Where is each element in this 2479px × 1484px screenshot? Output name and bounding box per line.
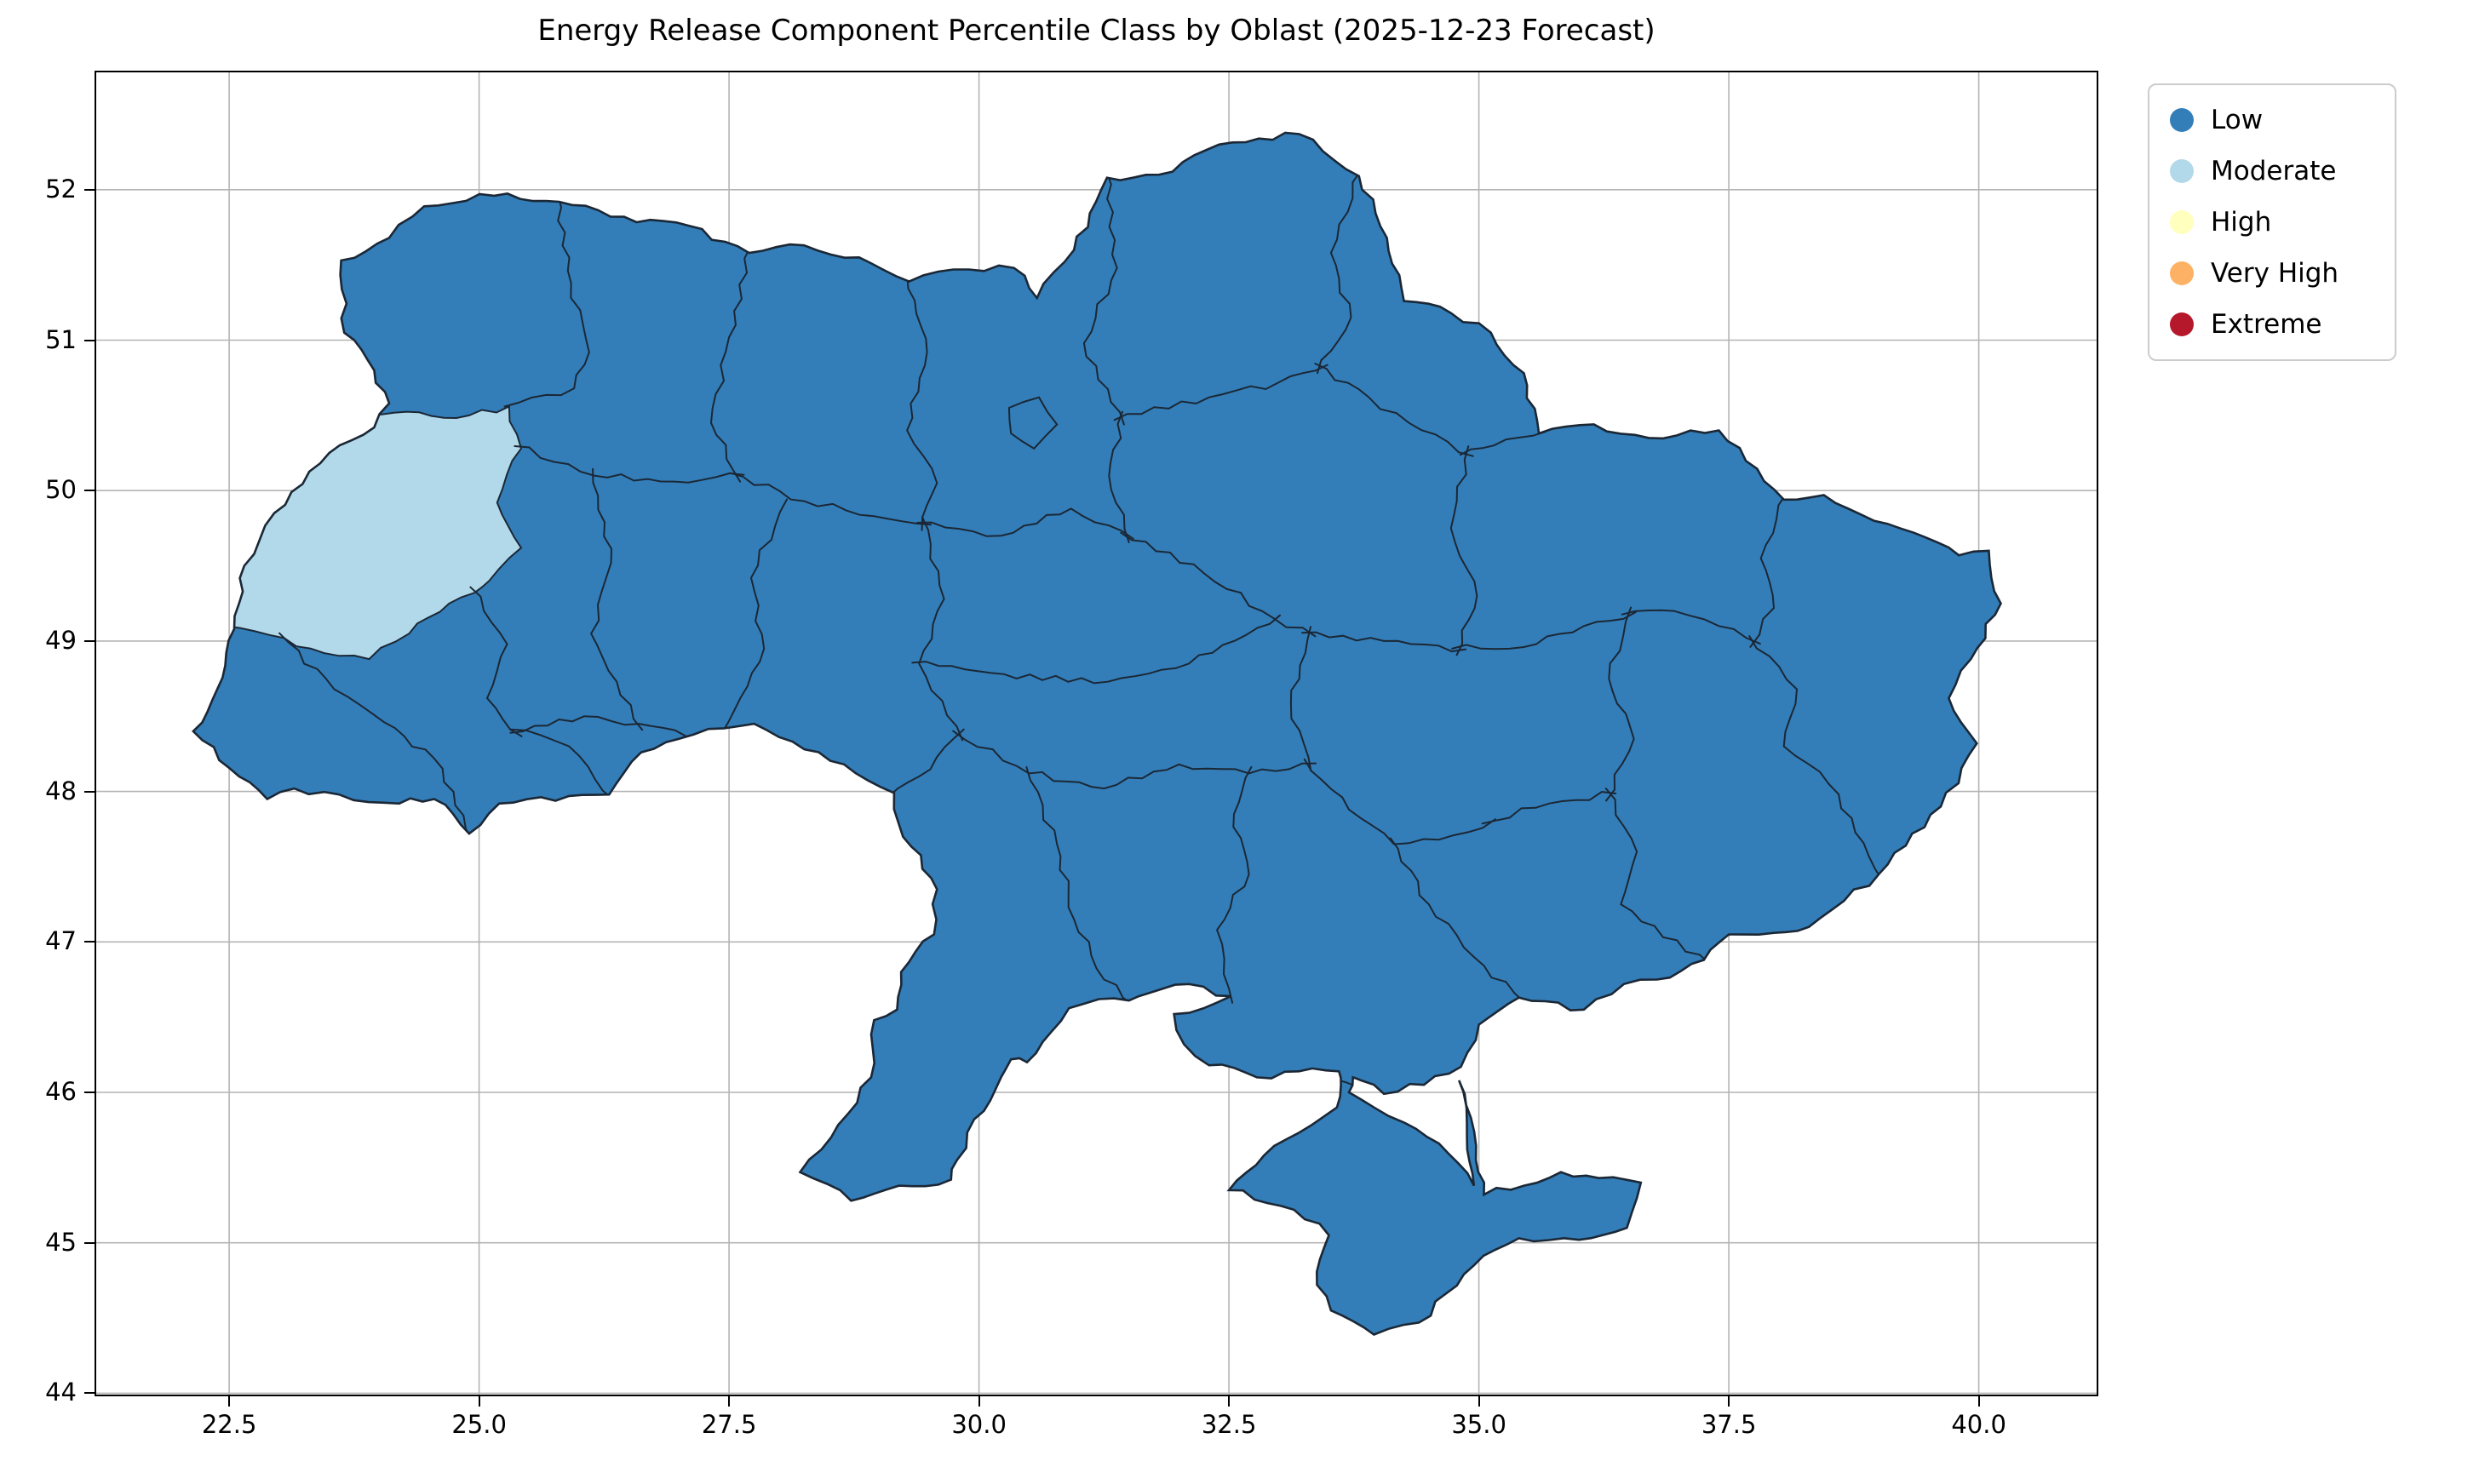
oblast-border (1301, 631, 1467, 653)
x-tick-label: 25.0 (451, 1410, 507, 1439)
oblast-border (918, 516, 964, 742)
oblast-border (1459, 431, 1547, 456)
oblast-border (916, 507, 1134, 540)
oblast-border (1108, 410, 1130, 543)
legend-label-high: High (2211, 207, 2272, 238)
oblast-border (1605, 606, 1635, 802)
y-tick-mark (84, 1241, 95, 1244)
oblast-border (1120, 531, 1317, 638)
plot-area (95, 71, 2098, 1396)
oblast-border (1303, 758, 1496, 845)
x-tick-label: 35.0 (1451, 1410, 1506, 1439)
x-tick-mark (978, 1396, 980, 1407)
y-tick-mark (84, 339, 95, 341)
x-tick-label: 32.5 (1201, 1410, 1257, 1439)
oblast-border (1317, 169, 1363, 375)
oblast-border (1215, 765, 1253, 1004)
y-tick-label: 46 (45, 1077, 77, 1107)
legend-swatch-high (2170, 210, 2194, 234)
legend-label-very-high: Very High (2211, 258, 2339, 289)
x-tick-mark (1977, 1396, 1980, 1407)
oblast-border (589, 467, 644, 731)
legend-swatch-very-high (2170, 261, 2194, 285)
oblast-border (1481, 790, 1617, 825)
legend-item-low: Low (2170, 99, 2374, 141)
oblast-border (1314, 363, 1474, 457)
oblast-border (1289, 626, 1312, 772)
oblast-borders (278, 169, 1884, 1090)
x-tick-label: 40.0 (1951, 1410, 2006, 1439)
y-tick-mark (84, 1092, 95, 1094)
y-tick-mark (84, 490, 95, 492)
y-tick-label: 50 (45, 475, 77, 505)
legend-item-high: High (2170, 201, 2374, 244)
legend-swatch-extreme (2170, 312, 2194, 336)
ukraine-outline (192, 131, 2002, 1336)
oblast-border (952, 730, 1317, 790)
oblast-border (1113, 364, 1328, 421)
x-tick-mark (1228, 1396, 1231, 1407)
legend-label-extreme: Extreme (2211, 309, 2322, 340)
x-tick-label: 37.5 (1701, 1410, 1757, 1439)
legend-item-very-high: Very High (2170, 252, 2374, 295)
legend-swatch-low (2170, 108, 2194, 132)
y-tick-label: 45 (45, 1227, 77, 1257)
kyiv-city-border (1007, 396, 1059, 450)
oblast-border (1604, 788, 1711, 965)
oblast-border (730, 472, 932, 526)
oblast-border (1451, 611, 1637, 650)
y-tick-mark (84, 639, 95, 642)
oblast-border (1025, 766, 1135, 1006)
oblast-border (514, 445, 745, 484)
legend-label-moderate: Moderate (2211, 156, 2337, 186)
oblast-border (1389, 837, 1525, 1004)
oblast-border (911, 614, 1281, 685)
oblast-border (509, 715, 687, 737)
legend-label-low: Low (2211, 105, 2264, 135)
y-tick-label: 51 (45, 324, 77, 354)
oblast-border (503, 194, 590, 408)
legend: Low Moderate High Very High Extreme (2148, 83, 2396, 361)
oblast-border (1748, 635, 1884, 881)
y-tick-mark (84, 790, 95, 793)
oblast-border (469, 586, 523, 737)
oblast-border (1749, 492, 1788, 648)
x-tick-mark (728, 1396, 731, 1407)
x-tick-label: 30.0 (951, 1410, 1007, 1439)
y-tick-label: 52 (45, 174, 77, 203)
chart-title: Energy Release Component Percentile Clas… (537, 14, 1656, 48)
oblast-border (1621, 609, 1761, 645)
x-tick-mark (1478, 1396, 1480, 1407)
y-tick-mark (84, 941, 95, 943)
y-tick-label: 48 (45, 776, 77, 805)
y-tick-label: 47 (45, 926, 77, 956)
y-tick-mark (84, 1392, 95, 1395)
y-tick-label: 49 (45, 625, 77, 655)
ukraine-choropleth-map (96, 72, 2097, 1395)
y-tick-mark (84, 188, 95, 191)
oblast-border (709, 245, 752, 483)
oblast-border (720, 498, 788, 736)
legend-swatch-moderate (2170, 159, 2194, 183)
x-tick-label: 27.5 (701, 1410, 757, 1439)
ukraine-landmass (192, 132, 2001, 1335)
oblast-border (887, 728, 965, 798)
oblast-border (1449, 445, 1478, 656)
x-tick-mark (228, 1396, 231, 1407)
oblast-border (905, 273, 938, 531)
oblast-border (278, 632, 473, 841)
legend-item-moderate: Moderate (2170, 150, 2374, 192)
y-tick-label: 44 (45, 1378, 77, 1407)
legend-item-extreme: Extreme (2170, 303, 2374, 346)
x-tick-label: 22.5 (201, 1410, 257, 1439)
x-tick-mark (478, 1396, 480, 1407)
oblast-border (509, 728, 615, 801)
x-tick-mark (1728, 1396, 1730, 1407)
oblast-border (1082, 169, 1125, 426)
